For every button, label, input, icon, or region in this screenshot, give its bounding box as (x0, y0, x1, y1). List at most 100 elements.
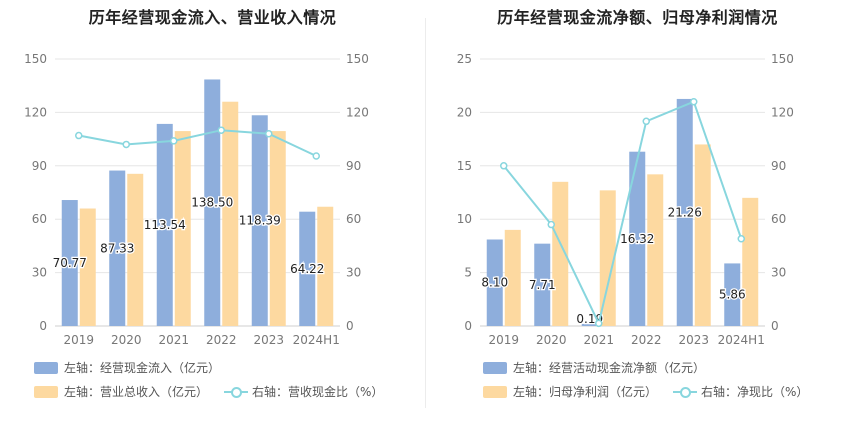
bar-data-label: 8.10 (481, 276, 508, 290)
left-axis-tick-label: 20 (457, 105, 472, 119)
right-axis-tick-label: 120 (346, 105, 369, 119)
left-axis-tick-label: 10 (457, 212, 472, 226)
right-axis-tick-label: 0 (346, 319, 354, 333)
bar-primary (534, 243, 551, 326)
legend-label-cash-inflow[interactable]: 左轴：经营现金流入（亿元） (64, 361, 221, 375)
line-series (502, 100, 743, 327)
bar-primary (581, 323, 598, 326)
bar-secondary (269, 131, 286, 326)
line-point (170, 137, 178, 145)
legend-label-net-cash-flow[interactable]: 左轴：经营活动现金流净额（亿元） (513, 361, 706, 375)
right-chart-panel: 历年经营现金流净额、归母净利润情况 0 5 10 15 20 25 0 30 60 90 120 15… (425, 0, 850, 437)
legend-label-revenue[interactable]: 左轴：营业总收入（亿元） (64, 385, 209, 399)
bar-secondary (742, 197, 759, 326)
x-axis-tick-label: 2023 (678, 333, 709, 347)
x-axis-tick-label: 2019 (63, 333, 94, 347)
right-axis-tick-label: 90 (771, 159, 786, 173)
x-axis-tick-label: 2021 (158, 333, 189, 347)
line-point (217, 126, 225, 134)
bar-data-label: 138.50 (191, 196, 233, 210)
bar-primary (676, 98, 693, 326)
legend-label-net-profit[interactable]: 左轴：归母净利润（亿元） (513, 385, 658, 399)
bar-data-label: 7.71 (529, 278, 556, 292)
right-axis-tick-label: 60 (771, 212, 786, 226)
bar-data-label: 113.54 (144, 218, 186, 232)
legend-row-2: 左轴：营业总收入（亿元） 右轴：营收现金比（%） (34, 383, 383, 400)
x-axis-tick-label: 2024H1 (718, 333, 765, 347)
bar-secondary (317, 206, 334, 326)
bar-data-label: 21.26 (668, 205, 702, 219)
legend-swatch-revenue (34, 385, 58, 398)
legend-row-2: 左轴：归母净利润（亿元） 右轴：净现比（%） (483, 383, 808, 400)
bar-primary (204, 79, 221, 326)
bar-secondary (694, 144, 711, 326)
x-axis-tick-label: 2022 (631, 333, 662, 347)
line-point (737, 235, 745, 243)
left-axis-tick-label: 15 (457, 159, 472, 173)
line-point (122, 140, 130, 149)
legend-row-1: 左轴：经营活动现金流净额（亿元） (483, 359, 705, 376)
line-point (75, 131, 83, 140)
bar-primary (486, 239, 503, 326)
line-point (690, 97, 698, 106)
chart-title: 历年经营现金流净额、归母净利润情况 (497, 8, 778, 27)
right-axis-tick-label: 60 (346, 212, 361, 226)
bar-data-label: 5.86 (719, 288, 746, 302)
left-axis-tick-label: 0 (464, 319, 472, 333)
legend-swatch-net-profit (483, 385, 507, 398)
bar-secondary (222, 101, 239, 326)
right-axis-tick-label: 120 (771, 105, 794, 119)
right-axis-tick-label: 150 (346, 52, 369, 66)
panel-divider (425, 18, 426, 408)
left-axis-tick-label: 5 (464, 266, 472, 280)
right-axis-tick-label: 0 (771, 319, 779, 333)
right-axis-tick-label: 90 (346, 159, 361, 173)
left-axis-tick-label: 60 (32, 212, 47, 226)
right-chart-plot: 0 5 10 15 20 25 0 30 60 90 120 150 2019 2020 2021 2022 2… (457, 52, 794, 347)
legend-swatch-cash-inflow (34, 361, 58, 374)
bar-secondary (552, 181, 569, 326)
bar-primary (724, 263, 741, 326)
bar-data-label: 64.22 (290, 262, 324, 276)
legend-label-revenue-cash-ratio[interactable]: 右轴：营收现金比（%） (252, 385, 384, 399)
x-axis-tick-label: 2023 (253, 333, 284, 347)
legend-line-icon (673, 385, 698, 399)
legend-label-net-cash-ratio[interactable]: 右轴：净现比（%） (701, 385, 809, 399)
bar-secondary (599, 190, 616, 326)
line-point (500, 162, 508, 170)
legend-line-icon (224, 385, 249, 399)
bar-secondary (127, 173, 144, 326)
x-axis-tick-label: 2019 (488, 333, 519, 347)
x-axis-tick-label: 2022 (206, 333, 237, 347)
left-axis-tick-label: 120 (24, 105, 47, 119)
bar-data-label: 16.32 (620, 232, 654, 246)
bar-primary (629, 151, 646, 326)
x-axis-tick-label: 2020 (111, 333, 142, 347)
bar-secondary (174, 131, 191, 326)
line-series (78, 129, 317, 157)
x-axis-tick-label: 2024H1 (293, 333, 340, 347)
bar-data-label: 87.33 (100, 241, 134, 255)
bar-primary (251, 115, 268, 326)
bar-data-label: 118.39 (239, 214, 281, 228)
bar-secondary (504, 229, 521, 326)
bar-data-label: 70.77 (53, 256, 87, 270)
left-axis-tick-label: 25 (457, 52, 472, 66)
line-point (312, 152, 320, 160)
bar-primary (299, 211, 316, 326)
bar-primary (156, 123, 173, 326)
left-chart-plot: 0 30 60 90 120 150 0 30 60 90 120 150 2019 2020 2021 20… (24, 52, 369, 347)
x-axis-tick-label: 2020 (536, 333, 567, 347)
left-axis-tick-label: 150 (24, 52, 47, 66)
right-axis-tick-label: 150 (771, 52, 794, 66)
left-chart-panel: 历年经营现金流入、营业收入情况 0 30 60 90 120 150 0 30 60 90 120 1… (24, 8, 383, 400)
left-axis-tick-label: 30 (32, 266, 47, 280)
line-point (595, 319, 603, 328)
bar-secondary (647, 174, 664, 326)
bar-primary (61, 200, 78, 326)
x-axis-tick-label: 2021 (583, 333, 614, 347)
legend-row-1: 左轴：经营现金流入（亿元） (34, 359, 220, 376)
left-axis-tick-label: 90 (32, 159, 47, 173)
line-point (642, 117, 650, 126)
legend-swatch-net-cash-flow (483, 361, 507, 374)
